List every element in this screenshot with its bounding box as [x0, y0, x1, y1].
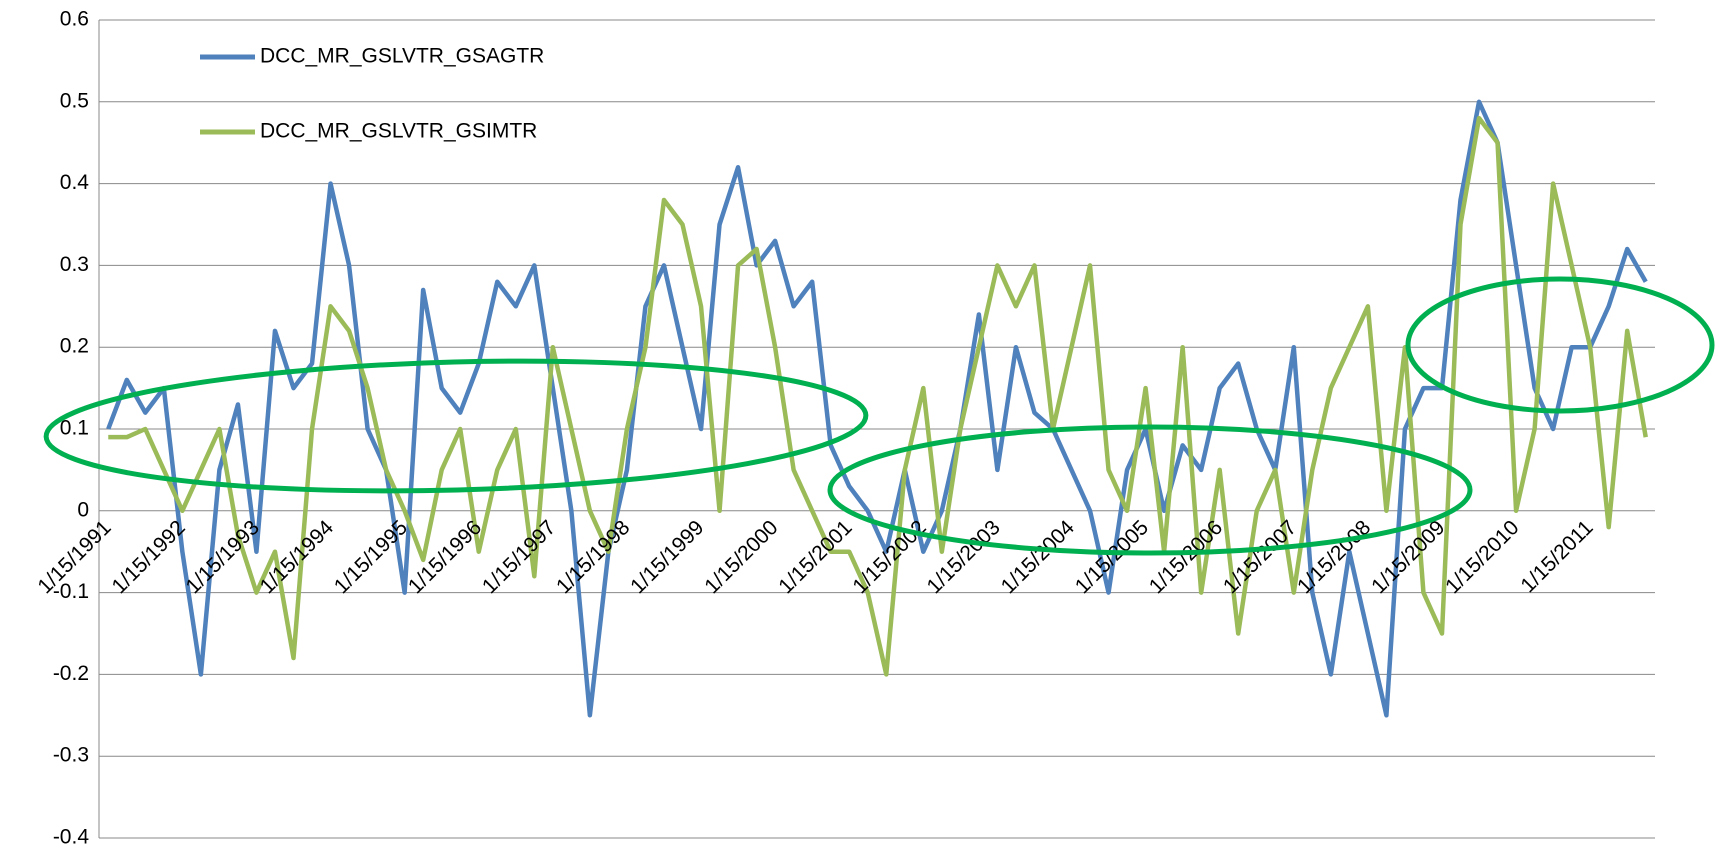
y-tick-label: 0.4	[60, 171, 90, 194]
x-tick-label: 1/15/2011	[1516, 516, 1597, 597]
y-tick-label: -0.3	[53, 744, 89, 767]
x-tick-label: 1/15/2000	[700, 516, 782, 598]
y-tick-label: -0.4	[53, 826, 90, 849]
x-tick-label: 1/15/2010	[1441, 516, 1523, 598]
legend-label: DCC_MR_GSLVTR_GSIMTR	[260, 120, 537, 143]
x-tick-label: 1/15/2006	[1145, 516, 1227, 598]
y-tick-label: 0.3	[60, 253, 89, 276]
x-tick-label: 1/15/2001	[774, 516, 856, 598]
y-tick-label: 0.6	[60, 8, 89, 31]
y-tick-label: -0.2	[53, 662, 89, 685]
y-tick-label: 0	[77, 498, 89, 521]
x-tick-label: 1/15/1997	[478, 516, 560, 598]
series-line	[108, 115, 1648, 677]
highlight-ellipse	[827, 424, 1473, 556]
y-tick-label: 0.5	[60, 89, 89, 112]
y-tick-label: -0.1	[53, 580, 89, 603]
x-tick-label: 1/15/1996	[404, 516, 486, 598]
x-tick-label: 1/15/1998	[552, 516, 634, 598]
x-tick-label: 1/15/2004	[997, 516, 1080, 599]
x-tick-label: 1/15/1992	[107, 516, 189, 598]
series-line	[106, 99, 1648, 718]
y-tick-label: 0.2	[60, 335, 89, 358]
plot: -0.4 -0.3 -0.2 -0.1 0 0.1 0.2 0.3 0.4 0.5 0.6 1/15/…	[33, 8, 1655, 849]
x-tick-label: 1/15/2005	[1071, 516, 1153, 598]
x-tick-label: 1/15/1993	[182, 516, 264, 598]
legend-label: DCC_MR_GSLVTR_GSAGTR	[260, 45, 544, 68]
y-tick-label: 0.1	[60, 417, 89, 440]
x-tick-label: 1/15/1999	[626, 516, 708, 598]
highlight-ellipse	[43, 358, 869, 494]
x-tick-label: 1/15/1994	[256, 516, 339, 599]
highlight-ellipse	[1405, 276, 1715, 414]
